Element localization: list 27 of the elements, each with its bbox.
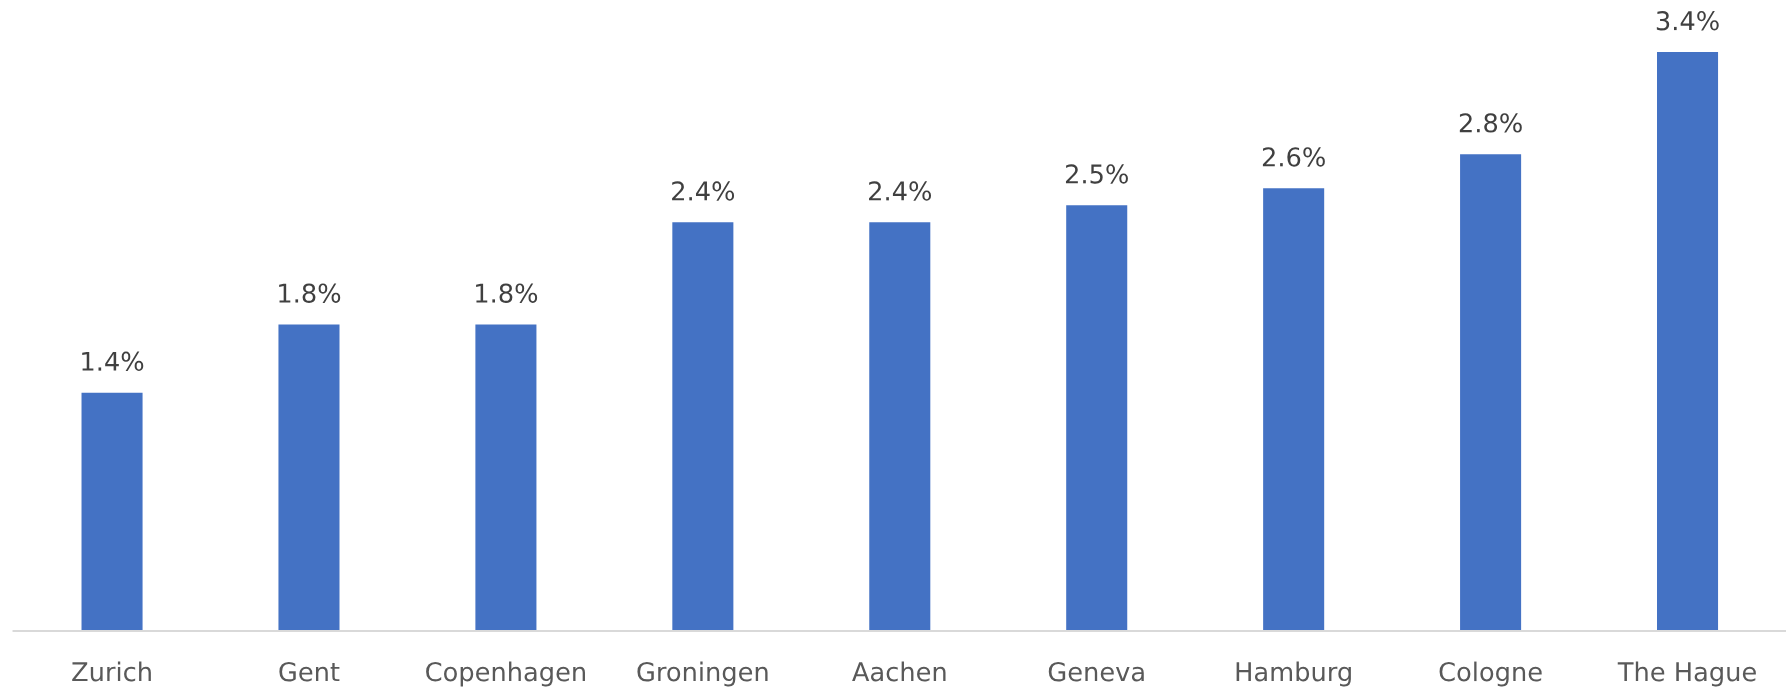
data-label: 2.6% [1262, 147, 1325, 167]
data-label: 2.8% [1459, 113, 1522, 133]
x-tick-label: Geneva [1048, 662, 1144, 682]
x-tick-label: Copenhagen [426, 661, 585, 687]
data-label: 1.8% [476, 283, 538, 303]
bar [1460, 154, 1522, 631]
bar [869, 222, 931, 631]
bar [278, 324, 340, 631]
x-tick-label: Zurich [72, 661, 151, 682]
x-tick-label: Cologne [1439, 661, 1542, 687]
bar [1657, 52, 1719, 631]
x-tick-label: Groningen [637, 661, 768, 687]
data-label: 2.4% [672, 181, 735, 201]
bar [1066, 205, 1128, 631]
data-label: 3.4% [1656, 11, 1719, 31]
bar [1263, 188, 1325, 631]
x-tick-label: Aachen [852, 661, 946, 682]
data-label: 1.4% [82, 351, 144, 371]
x-tick-label: Hamburg [1236, 661, 1351, 687]
bar [672, 222, 734, 631]
bar [81, 392, 143, 631]
data-label: 2.5% [1065, 164, 1128, 184]
data-label: 1.8% [279, 283, 341, 303]
x-tick-label: The Hague [1617, 661, 1756, 687]
x-tick-label: Gent [279, 662, 340, 682]
data-label: 2.4% [869, 181, 932, 201]
bar [475, 324, 537, 631]
